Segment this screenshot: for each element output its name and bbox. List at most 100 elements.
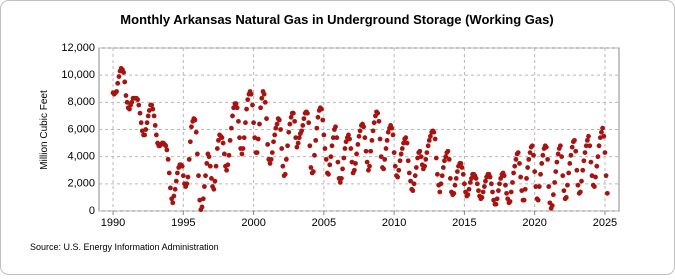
data-point bbox=[447, 176, 453, 181]
data-point bbox=[367, 163, 372, 169]
data-point bbox=[274, 121, 280, 127]
data-point bbox=[196, 173, 201, 179]
data-point bbox=[339, 176, 344, 181]
data-point bbox=[305, 110, 310, 116]
data-point bbox=[342, 146, 348, 151]
data-point bbox=[378, 154, 384, 160]
data-point bbox=[171, 193, 177, 199]
data-point bbox=[225, 162, 231, 168]
data-point bbox=[427, 133, 433, 139]
data-point bbox=[432, 136, 438, 142]
data-point bbox=[314, 125, 320, 131]
data-point bbox=[362, 135, 368, 141]
data-point bbox=[498, 176, 504, 181]
data-point bbox=[405, 158, 411, 164]
data-point bbox=[326, 171, 331, 177]
data-point bbox=[538, 171, 543, 177]
data-point bbox=[279, 146, 285, 151]
data-point bbox=[398, 151, 404, 157]
data-point bbox=[399, 146, 405, 151]
data-point bbox=[423, 156, 429, 162]
data-point bbox=[153, 132, 159, 138]
data-point bbox=[328, 154, 334, 160]
data-point bbox=[574, 167, 580, 173]
data-point bbox=[508, 189, 514, 195]
data-point bbox=[497, 181, 502, 187]
data-point bbox=[310, 169, 316, 175]
data-point bbox=[572, 137, 577, 143]
data-point bbox=[601, 133, 607, 139]
data-point bbox=[476, 188, 481, 194]
data-point bbox=[265, 142, 271, 147]
data-point bbox=[271, 139, 276, 145]
data-point bbox=[364, 159, 370, 165]
data-point bbox=[375, 110, 381, 116]
data-point bbox=[384, 137, 390, 143]
data-point bbox=[264, 116, 269, 122]
data-point bbox=[294, 144, 300, 150]
data-point bbox=[299, 128, 305, 134]
data-point bbox=[469, 176, 474, 181]
data-point bbox=[521, 197, 527, 203]
data-point bbox=[401, 140, 406, 146]
tick-labels: 0 2,000 4,000 6,000 8,000 10,000 12,000 1990 199… bbox=[61, 42, 617, 229]
data-point bbox=[371, 120, 377, 126]
data-point bbox=[392, 163, 398, 169]
data-point bbox=[569, 144, 575, 150]
data-point bbox=[144, 120, 150, 126]
data-point bbox=[559, 154, 565, 160]
data-point bbox=[193, 129, 199, 135]
data-point bbox=[340, 166, 345, 172]
data-point bbox=[150, 106, 156, 112]
data-point bbox=[226, 152, 232, 158]
data-point bbox=[426, 137, 432, 143]
data-point bbox=[440, 165, 446, 170]
data-point bbox=[445, 148, 451, 154]
data-point bbox=[268, 156, 274, 162]
data-point bbox=[586, 133, 591, 139]
data-point bbox=[527, 150, 533, 155]
source-note: Source: U.S. Energy Information Administ… bbox=[30, 242, 219, 252]
data-point bbox=[573, 148, 579, 154]
data-point bbox=[577, 189, 583, 195]
x-tick-label: 2000 bbox=[241, 217, 265, 229]
data-point bbox=[568, 152, 574, 158]
data-point bbox=[283, 156, 289, 162]
data-point bbox=[389, 125, 395, 131]
data-point bbox=[322, 146, 328, 151]
data-points bbox=[110, 65, 610, 213]
data-point bbox=[219, 135, 225, 141]
data-point bbox=[151, 113, 157, 119]
data-point bbox=[285, 143, 291, 149]
data-point bbox=[121, 70, 126, 75]
data-point bbox=[327, 162, 333, 168]
data-point bbox=[278, 127, 283, 132]
x-tick-label: 2020 bbox=[522, 217, 546, 229]
data-point bbox=[129, 99, 135, 105]
data-point bbox=[596, 143, 602, 149]
data-point bbox=[214, 146, 220, 151]
data-point bbox=[532, 169, 538, 175]
data-point bbox=[255, 136, 261, 142]
data-point bbox=[582, 150, 588, 155]
data-point bbox=[212, 178, 218, 184]
data-point bbox=[566, 170, 572, 176]
data-point bbox=[406, 170, 412, 176]
data-point bbox=[334, 135, 340, 141]
data-point bbox=[248, 91, 254, 97]
data-point bbox=[496, 188, 501, 194]
data-point bbox=[488, 181, 494, 187]
data-point bbox=[250, 102, 255, 108]
data-point bbox=[356, 133, 362, 139]
data-point bbox=[504, 190, 509, 196]
data-point bbox=[437, 189, 443, 195]
data-point bbox=[185, 174, 191, 180]
data-point bbox=[361, 124, 367, 130]
data-point bbox=[592, 184, 597, 189]
data-point bbox=[376, 118, 382, 124]
data-point bbox=[581, 158, 587, 164]
data-point bbox=[166, 170, 172, 176]
data-point bbox=[454, 169, 460, 175]
data-point bbox=[512, 163, 518, 169]
data-point bbox=[282, 171, 288, 177]
